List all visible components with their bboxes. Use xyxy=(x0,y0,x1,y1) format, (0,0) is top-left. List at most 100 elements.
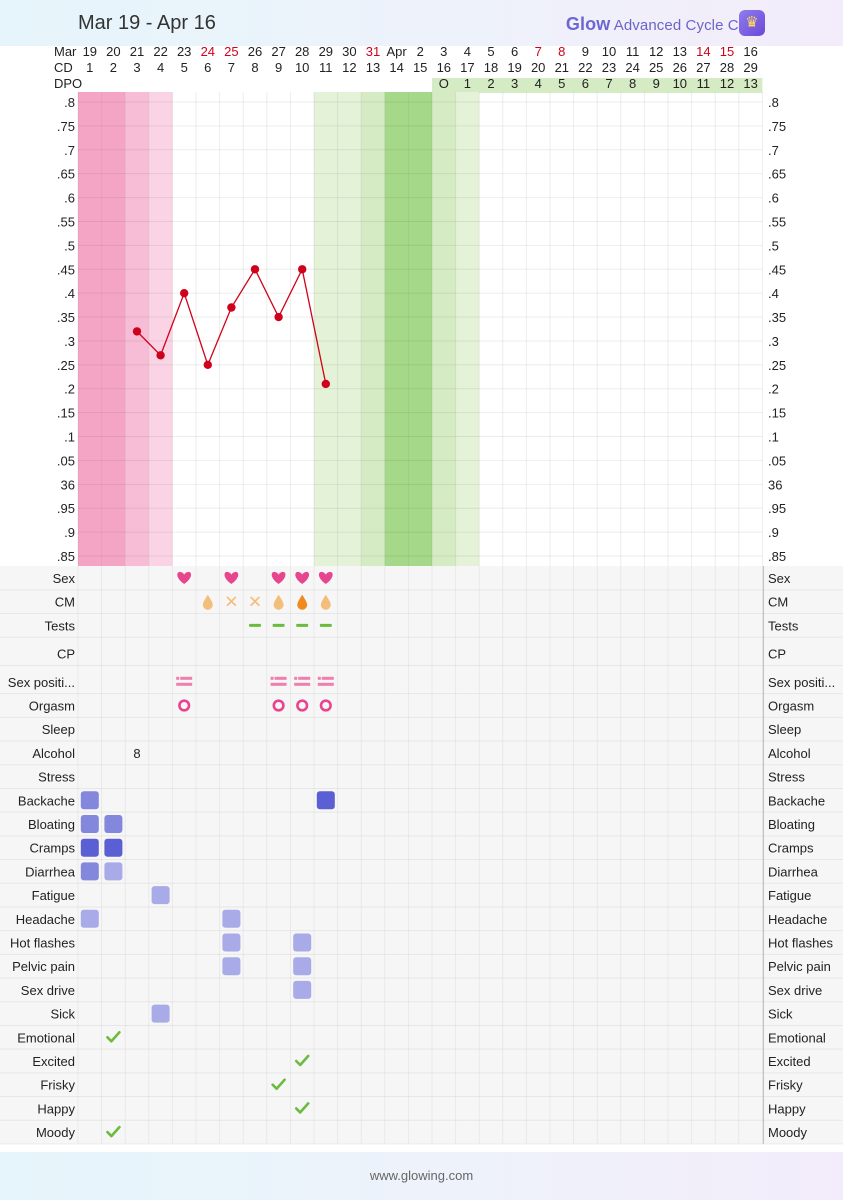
check-icon xyxy=(106,1125,121,1138)
y-tick-right: .75 xyxy=(768,119,786,134)
temperature-point xyxy=(274,312,283,322)
y-tick-left: .5 xyxy=(64,238,75,253)
y-tick-right: .9 xyxy=(768,525,779,540)
date-label: 6 xyxy=(511,46,518,59)
y-tick-left: .95 xyxy=(57,501,75,516)
y-tick-right: .4 xyxy=(768,286,779,301)
period-day-band xyxy=(101,92,126,566)
date-label: 10 xyxy=(602,46,616,59)
y-tick-right: .7 xyxy=(768,143,779,158)
date-label: 12 xyxy=(649,46,663,59)
position-icon xyxy=(294,676,298,680)
tracking-label-right: Happy xyxy=(768,1101,806,1116)
cd-label: 28 xyxy=(720,60,734,75)
date-label: 25 xyxy=(224,46,238,59)
brand-subtitle: Advanced Cycle Chart xyxy=(610,17,765,34)
dpo-label: 1 xyxy=(464,76,471,91)
tracking-label-left: Happy xyxy=(37,1101,75,1116)
position-icon xyxy=(270,676,274,680)
tracking-label-left: Headache xyxy=(16,912,75,927)
date-label: 2 xyxy=(417,46,424,59)
tracking-label-right: CP xyxy=(768,647,786,662)
date-label: 22 xyxy=(153,46,167,59)
symptom-level-square xyxy=(104,862,123,881)
cd-label: 25 xyxy=(649,60,663,75)
fertile-day-band xyxy=(432,92,456,566)
y-tick-left: .35 xyxy=(57,310,75,325)
symptom-level-square xyxy=(104,838,123,857)
y-tick-right: .3 xyxy=(768,334,779,349)
y-tick-left: .75 xyxy=(57,119,75,134)
y-tick-left: .9 xyxy=(64,525,75,540)
tracking-label-left: Stress xyxy=(38,770,75,785)
header-bar: Mar 19 - Apr 16 Glow Advanced Cycle Char… xyxy=(0,0,843,46)
tracking-label-right: Emotional xyxy=(768,1030,826,1045)
cd-label: 8 xyxy=(251,60,258,75)
position-icon xyxy=(317,682,334,686)
tracking-label-right: Alcohol xyxy=(768,746,811,761)
cd-label: 19 xyxy=(507,60,521,75)
position-icon xyxy=(321,676,334,680)
y-tick-right: .95 xyxy=(768,501,786,516)
dpo-label: 10 xyxy=(673,76,687,91)
tracking-label-left: Diarrhea xyxy=(25,864,76,879)
y-tick-right: .6 xyxy=(768,191,779,206)
dpo-band xyxy=(432,78,763,93)
cd-label: 10 xyxy=(295,60,309,75)
tracking-label-right: Backache xyxy=(768,793,825,808)
dpo-label: 6 xyxy=(582,76,589,91)
cd-label: 6 xyxy=(204,60,211,75)
brand-title: Glow Advanced Cycle Chart xyxy=(566,14,765,35)
y-tick-right: .05 xyxy=(768,453,786,468)
y-tick-left: 36 xyxy=(61,477,75,492)
date-label: 8 xyxy=(558,46,565,59)
date-label: 28 xyxy=(295,46,309,59)
date-label: 26 xyxy=(248,46,262,59)
position-icon xyxy=(176,682,193,686)
dpo-label: 2 xyxy=(487,76,494,91)
row-label-cd: CD xyxy=(54,60,73,75)
y-tick-right: .35 xyxy=(768,310,786,325)
cd-label: 16 xyxy=(437,60,451,75)
position-icon xyxy=(176,676,180,680)
symptom-level-square xyxy=(80,909,99,928)
cd-label: 27 xyxy=(696,60,710,75)
tracking-label-left: Frisky xyxy=(40,1078,75,1093)
y-tick-left: .1 xyxy=(64,430,75,445)
drop-icon xyxy=(320,594,331,610)
date-label: 29 xyxy=(319,46,333,59)
y-tick-left: .15 xyxy=(57,406,75,421)
dpo-label: 9 xyxy=(653,76,660,91)
cd-label: 15 xyxy=(413,60,427,75)
position-icon xyxy=(270,682,287,686)
test-dash-icon xyxy=(272,623,285,627)
symptom-level-square xyxy=(293,933,312,952)
dpo-label: 7 xyxy=(605,76,612,91)
cd-label: 13 xyxy=(366,60,380,75)
heart-icon xyxy=(295,571,310,584)
test-dash-icon xyxy=(319,623,332,627)
dpo-label: 4 xyxy=(535,76,542,91)
tracking-label-left: Orgasm xyxy=(29,699,75,714)
symptom-level-square xyxy=(222,933,241,952)
symptom-level-square xyxy=(151,886,170,905)
date-label: 13 xyxy=(673,46,687,59)
check-icon xyxy=(106,1031,121,1043)
date-label: 14 xyxy=(696,46,710,59)
heart-icon xyxy=(318,571,333,584)
footer-url: www.glowing.com xyxy=(369,1168,474,1183)
tracking-label-right: Sex xyxy=(768,571,791,586)
heart-icon xyxy=(224,571,239,584)
y-tick-right: .5 xyxy=(768,238,779,253)
tracking-label-left: CM xyxy=(55,595,75,610)
dpo-label: O xyxy=(439,76,449,91)
cd-label: 4 xyxy=(157,60,164,75)
tracking-label-left: Sleep xyxy=(42,722,75,737)
heart-icon xyxy=(271,571,286,584)
tracking-label-right: CM xyxy=(768,595,788,610)
orgasm-icon xyxy=(296,699,309,712)
date-label: 7 xyxy=(535,46,542,59)
check-icon xyxy=(294,1102,310,1114)
tracking-label-right: Pelvic pain xyxy=(768,959,831,974)
tracking-label-left: Sick xyxy=(50,1007,75,1022)
